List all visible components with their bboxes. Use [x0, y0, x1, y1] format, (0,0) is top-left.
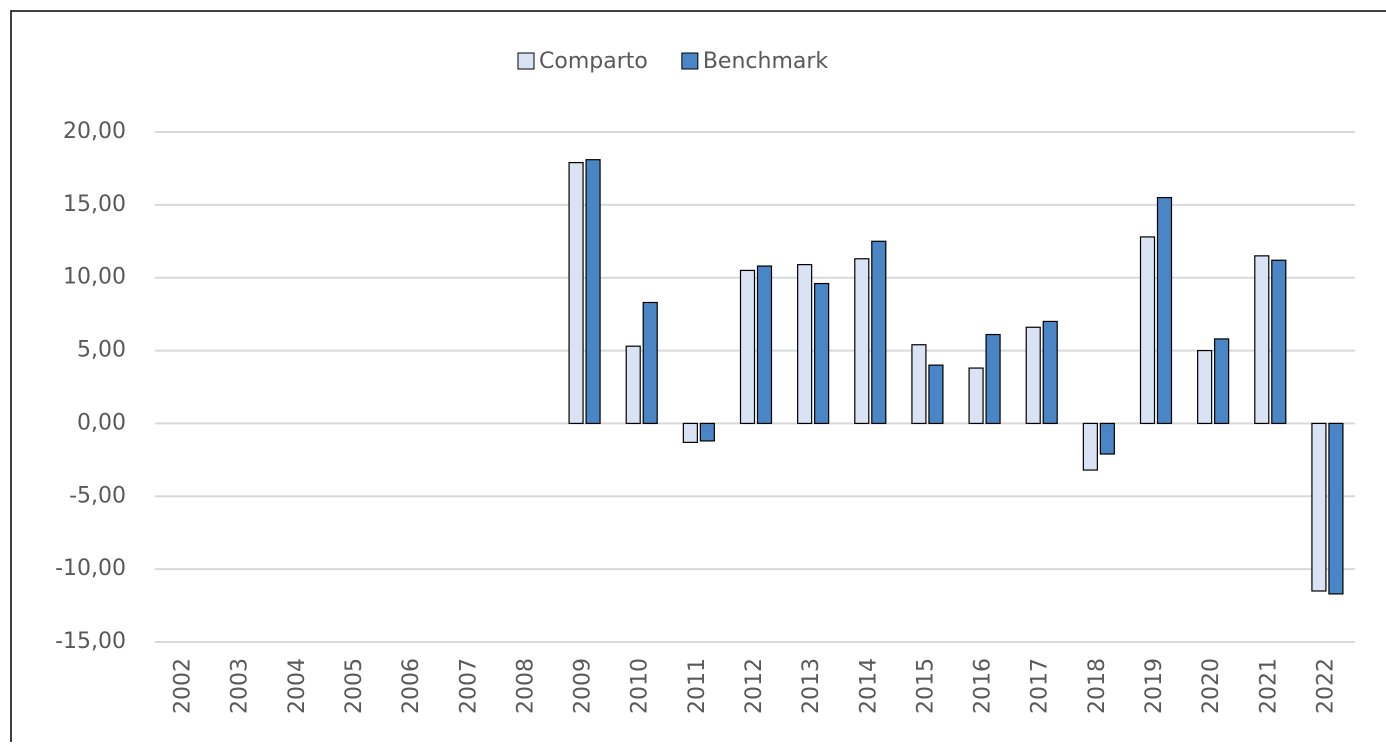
bar	[1311, 422, 1327, 592]
bar	[1025, 326, 1041, 425]
bar	[699, 422, 715, 442]
x-tick-label: 2020	[1199, 658, 1224, 714]
bar	[739, 269, 756, 425]
x-tick-label: 2008	[513, 658, 538, 714]
legend-swatch	[681, 52, 699, 70]
bar	[928, 364, 944, 425]
bar	[985, 333, 1001, 425]
y-tick-label: 10,00	[63, 265, 126, 290]
y-tick-label: -10,00	[55, 556, 126, 581]
bar	[871, 240, 887, 425]
bar	[1328, 422, 1344, 595]
x-tick-label: 2010	[628, 658, 653, 714]
legend-label: Benchmark	[703, 49, 829, 74]
x-tick-label: 2019	[1142, 658, 1167, 714]
x-tick-label: 2021	[1256, 658, 1281, 714]
x-tick-label: 2004	[285, 658, 310, 714]
x-tick-label: 2002	[171, 658, 196, 714]
y-tick-label: 0,00	[77, 410, 126, 435]
bar	[1271, 259, 1287, 425]
bar	[585, 159, 601, 425]
bar	[642, 301, 658, 425]
y-tick-label: -5,00	[69, 483, 126, 508]
x-tick-label: 2009	[571, 658, 596, 714]
x-tick-label: 2007	[456, 658, 481, 714]
x-tick-label: 2003	[228, 658, 253, 714]
y-tick-label: 20,00	[63, 119, 126, 144]
bar	[854, 258, 870, 425]
bar	[756, 265, 773, 425]
legend-label: Comparto	[539, 49, 648, 74]
legend-swatch	[517, 52, 535, 70]
bar	[625, 345, 641, 425]
x-tick-label: 2017	[1028, 658, 1053, 714]
x-tick-label: 2012	[742, 658, 767, 714]
x-tick-label: 2005	[342, 658, 367, 714]
x-tick-label: 2015	[913, 658, 938, 714]
bar	[1042, 320, 1058, 425]
bar	[1197, 349, 1213, 425]
bar	[1214, 338, 1230, 425]
bar	[1254, 255, 1270, 425]
bar	[682, 422, 698, 443]
x-tick-label: 2022	[1313, 658, 1338, 714]
x-tick-label: 2018	[1085, 658, 1110, 714]
bar	[968, 367, 984, 425]
bar	[1099, 422, 1115, 455]
bar	[568, 162, 584, 425]
x-tick-label: 2014	[856, 658, 881, 714]
bar	[911, 344, 927, 425]
y-tick-label: 5,00	[77, 338, 126, 363]
x-tick-label: 2006	[399, 658, 424, 714]
bar	[814, 282, 830, 425]
x-tick-label: 2013	[799, 658, 824, 714]
y-tick-label: -15,00	[55, 629, 126, 654]
x-tick-label: 2011	[685, 658, 710, 714]
x-tick-label: 2016	[971, 658, 996, 714]
chart-border	[10, 10, 1386, 746]
bar	[1082, 422, 1098, 471]
y-tick-label: 15,00	[63, 192, 126, 217]
bar	[1156, 196, 1173, 425]
bar	[1139, 236, 1156, 425]
bar	[797, 264, 813, 425]
